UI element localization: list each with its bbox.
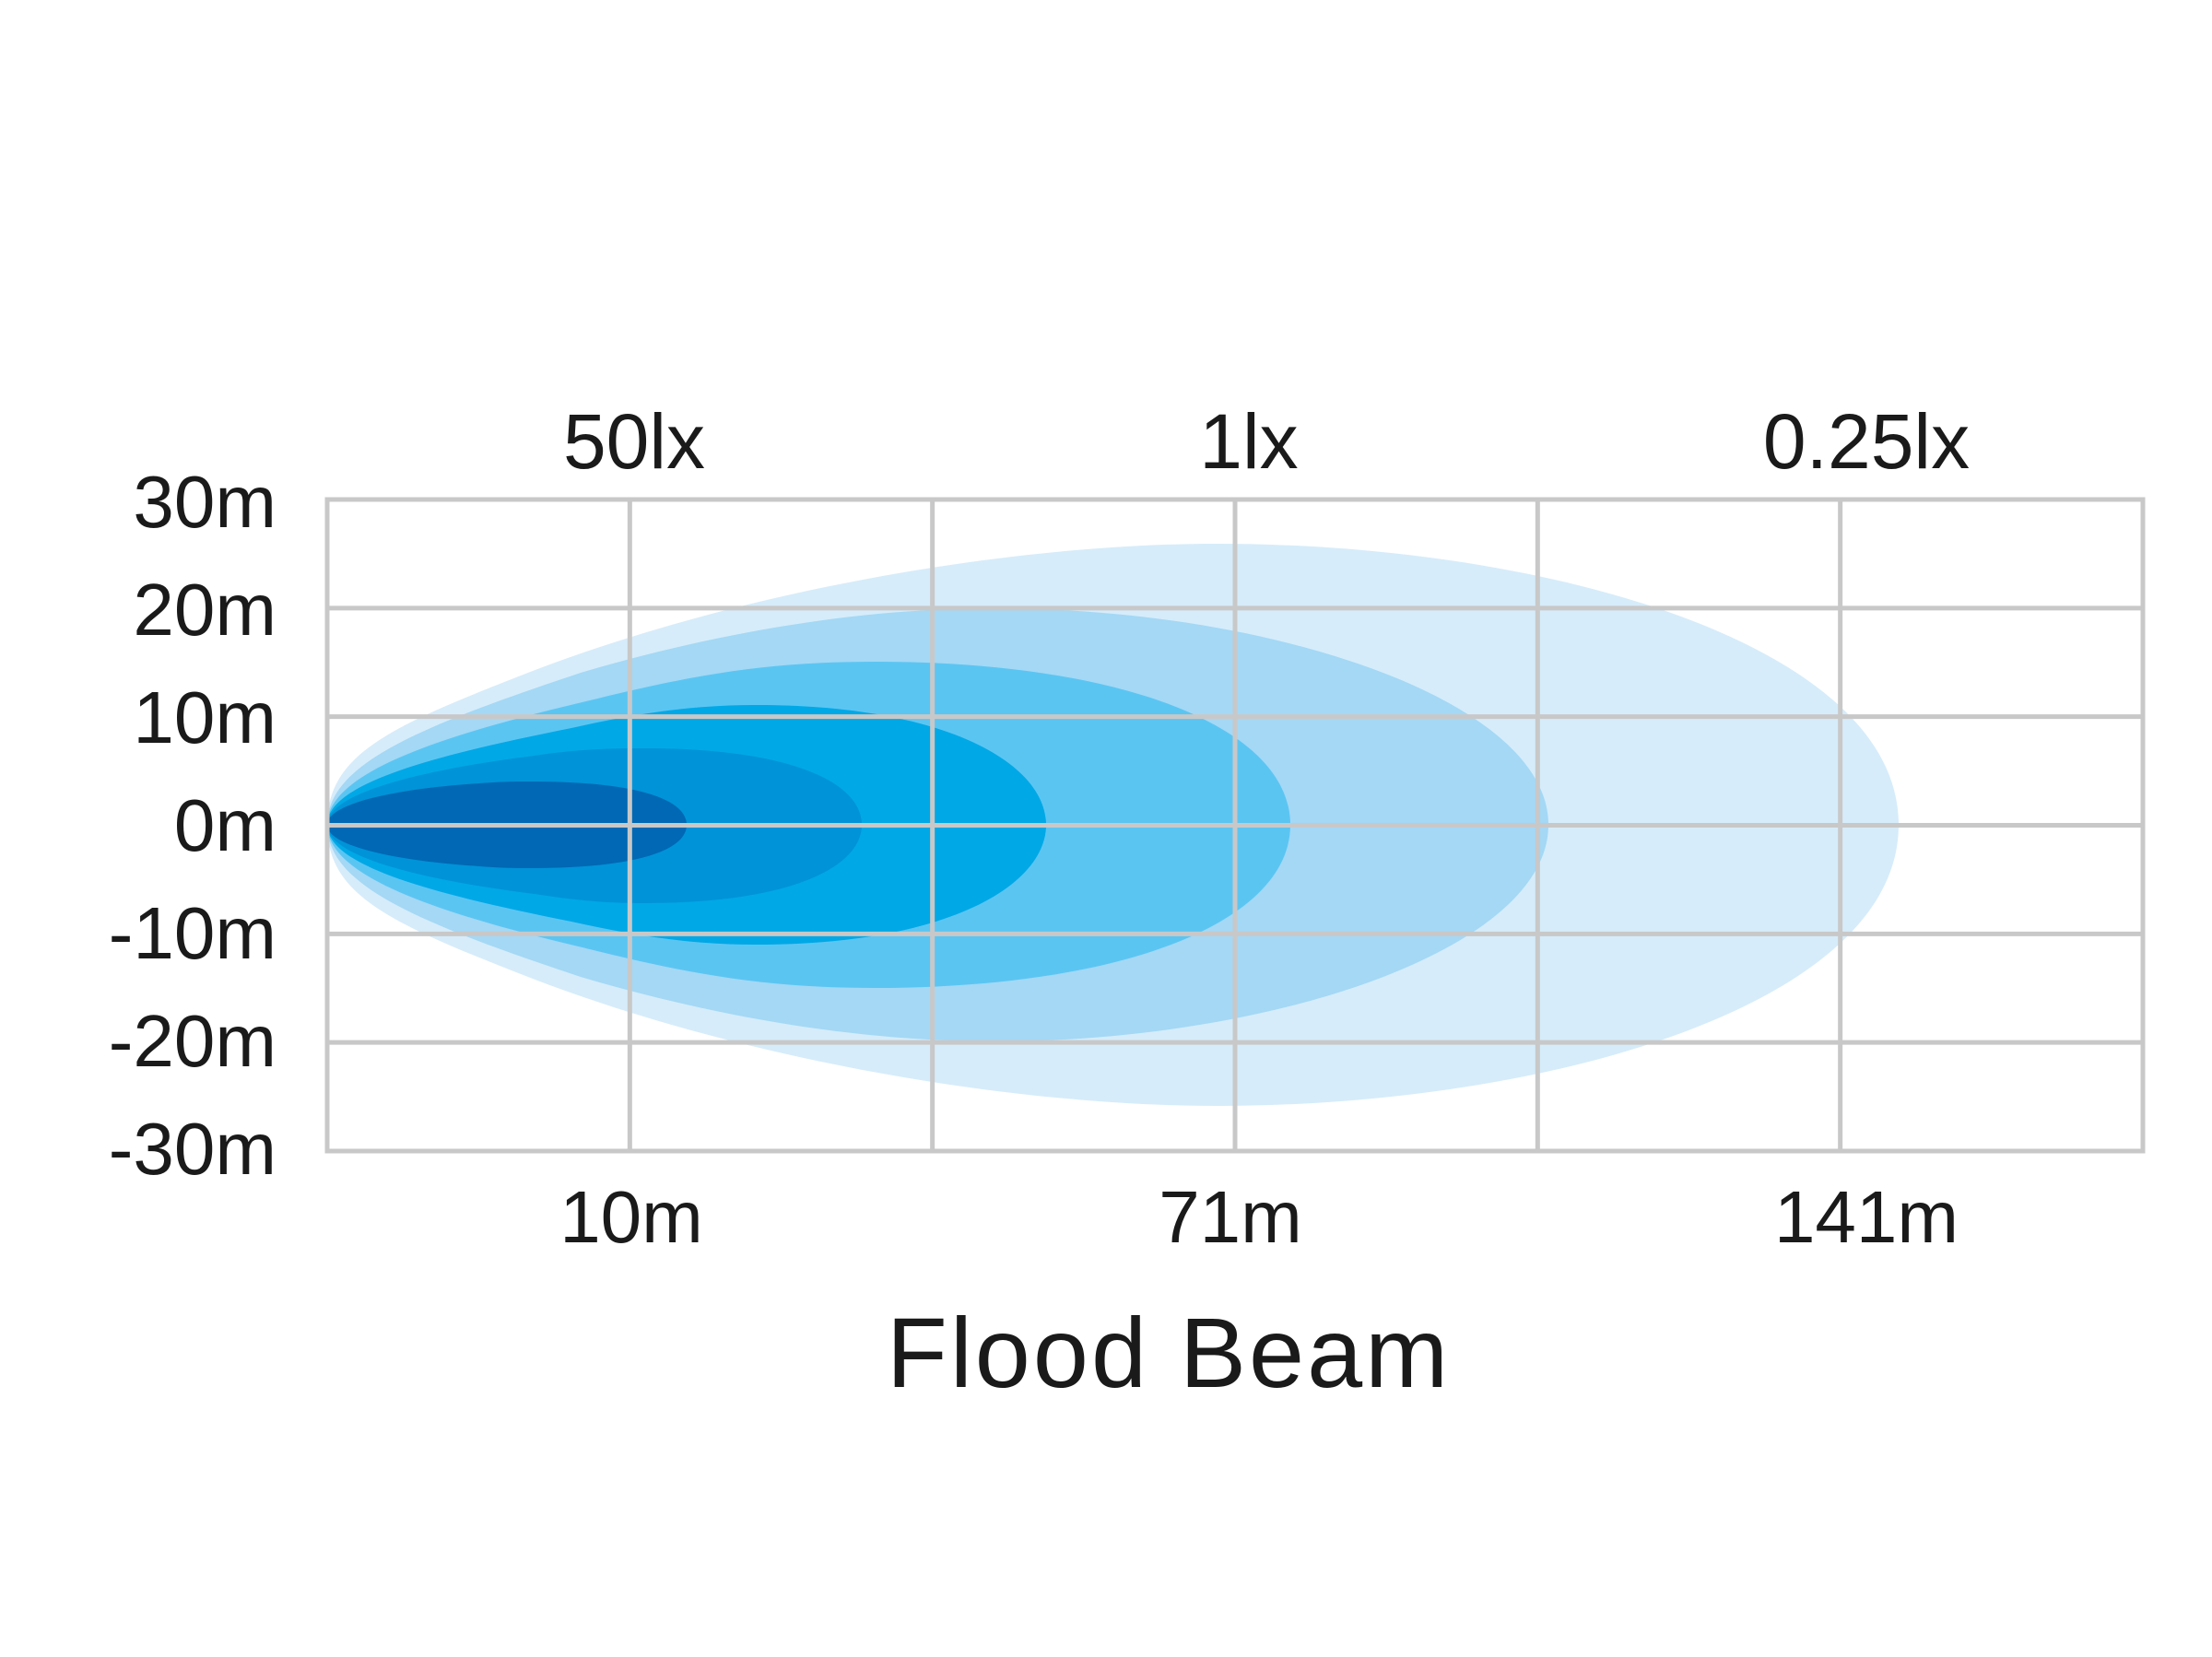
y-tick-label: 10m [133, 676, 276, 758]
lux-label: 1lx [1199, 398, 1298, 485]
y-tick-label: 30m [133, 461, 276, 543]
y-tick-label: -30m [109, 1108, 276, 1190]
x-tick-label: 71m [1159, 1176, 1302, 1258]
lux-label: 50lx [563, 398, 705, 485]
lux-labels: 50lx 1lx 0.25lx [563, 398, 1970, 485]
y-tick-label: -20m [109, 1000, 276, 1082]
x-axis-labels: 10m 71m 141m [559, 1176, 1959, 1258]
lux-label: 0.25lx [1763, 398, 1970, 485]
y-tick-label: 20m [133, 569, 276, 651]
x-tick-label: 141m [1774, 1176, 1959, 1258]
y-axis-labels: 30m 20m 10m 0m -10m -20m -30m [109, 461, 276, 1190]
chart-title: Flood Beam [887, 1297, 1451, 1408]
y-tick-label: 0m [174, 784, 276, 866]
grid [324, 497, 2146, 1154]
x-tick-label: 10m [559, 1176, 703, 1258]
grid-vertical-lines [627, 499, 1843, 1151]
y-tick-label: -10m [109, 892, 276, 974]
